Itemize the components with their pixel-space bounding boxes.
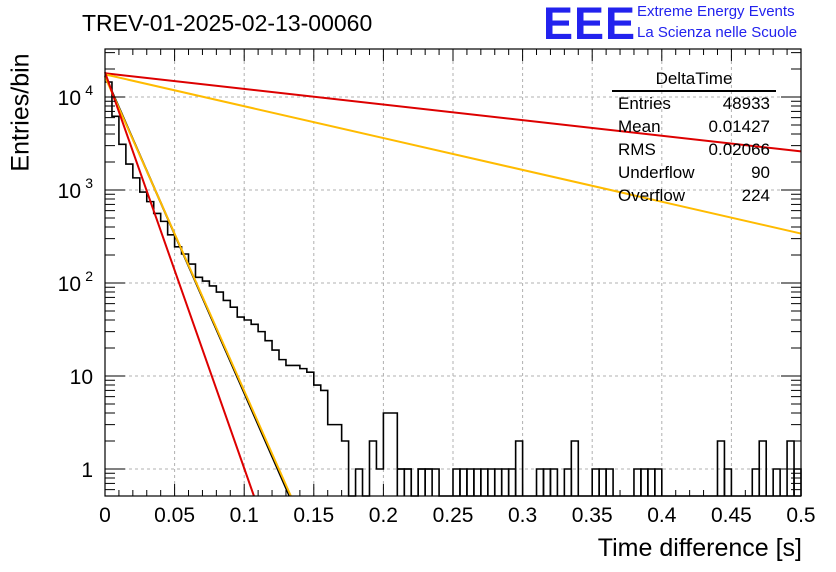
y-tick-label: 10 bbox=[58, 87, 81, 110]
x-tick-label: 0.5 bbox=[786, 504, 815, 527]
histogram-bin bbox=[535, 468, 545, 496]
histogram-bin bbox=[396, 468, 406, 496]
fit-line bbox=[104, 71, 255, 497]
histogram-bin bbox=[452, 468, 461, 496]
x-tick-label: 0.3 bbox=[508, 504, 537, 527]
stats-row: Underflow 90 bbox=[610, 161, 778, 184]
histogram-bin bbox=[563, 468, 573, 496]
histogram-bin bbox=[514, 440, 524, 496]
stats-value: 48933 bbox=[722, 94, 770, 113]
y-tick-exponent: 2 bbox=[85, 268, 93, 284]
stats-label: Entries bbox=[618, 94, 671, 113]
y-tick-exponent: 3 bbox=[85, 175, 93, 191]
histogram-bin bbox=[605, 468, 614, 496]
y-tick-label: 1 bbox=[81, 459, 93, 482]
stats-label: Underflow bbox=[618, 163, 695, 182]
x-tick-label: 0.1 bbox=[230, 504, 259, 527]
brand-line-2: La Scienza nelle Scuole bbox=[637, 24, 798, 41]
stats-label: Mean bbox=[618, 117, 661, 136]
x-tick-label: 0.05 bbox=[154, 504, 195, 527]
stats-label: Overflow bbox=[618, 186, 686, 205]
histogram-bin bbox=[424, 468, 433, 496]
x-axis-label: Time difference [s] bbox=[597, 534, 802, 562]
histogram-bin bbox=[549, 468, 559, 496]
x-axis-ticks: 0 0.05 0.1 0.15 0.2 0.25 0.3 0.35 0.4 0.45 0.5 bbox=[99, 49, 816, 527]
histogram-bin bbox=[570, 440, 580, 496]
y-tick-label: 10 bbox=[58, 273, 81, 296]
histogram-bin bbox=[591, 468, 600, 496]
stats-value: 224 bbox=[741, 186, 770, 205]
histogram-bin bbox=[542, 468, 552, 496]
histogram-bin bbox=[466, 468, 475, 496]
stats-value: 0.02066 bbox=[708, 140, 770, 159]
stats-box: DeltaTime Entries 48933 Mean 0.01427 RMS 0.… bbox=[610, 69, 778, 207]
histogram-bin bbox=[772, 468, 781, 496]
histogram-bin bbox=[480, 468, 489, 496]
histogram-bin bbox=[473, 468, 482, 496]
x-tick-label: 0.45 bbox=[711, 504, 752, 527]
histogram-bin bbox=[487, 468, 496, 496]
stats-title: DeltaTime bbox=[612, 69, 776, 92]
fit-line bbox=[104, 73, 802, 235]
grid-lines bbox=[105, 49, 801, 496]
histogram-bin bbox=[459, 468, 468, 496]
histogram-bin bbox=[403, 468, 413, 496]
stats-row: Entries 48933 bbox=[610, 92, 778, 115]
x-tick-label: 0.4 bbox=[647, 504, 677, 527]
fit-line bbox=[104, 76, 292, 497]
x-tick-label: 0.2 bbox=[369, 504, 398, 527]
fit-line bbox=[104, 72, 802, 153]
stats-value: 90 bbox=[751, 163, 770, 182]
y-tick-label: 10 bbox=[58, 180, 81, 203]
histogram-bin bbox=[647, 468, 656, 496]
stats-row: Overflow 224 bbox=[610, 184, 778, 207]
chart-title: TREV-01-2025-02-13-00060 bbox=[82, 10, 373, 36]
x-tick-label: 0.25 bbox=[433, 504, 474, 527]
histogram-bin bbox=[417, 468, 426, 496]
histogram-bin bbox=[654, 468, 663, 496]
histogram-bin bbox=[723, 468, 733, 496]
fit-lines bbox=[104, 71, 802, 497]
histogram-bin bbox=[758, 440, 767, 496]
histogram-bin bbox=[751, 468, 761, 496]
x-tick-label: 0 bbox=[99, 504, 111, 527]
stats-value: 0.01427 bbox=[708, 117, 770, 136]
histogram-bin bbox=[598, 468, 607, 496]
histogram-bin bbox=[500, 468, 510, 496]
histogram-bin bbox=[493, 468, 503, 496]
y-axis-label: Entries/bin bbox=[6, 53, 35, 172]
x-tick-label: 0.15 bbox=[293, 504, 334, 527]
histogram-bin bbox=[633, 468, 642, 496]
y-tick-label: 10 bbox=[70, 366, 93, 389]
stats-row: RMS 0.02066 bbox=[610, 138, 778, 161]
stats-label: RMS bbox=[618, 140, 656, 159]
eee-logo: EEE bbox=[543, 0, 637, 49]
x-tick-label: 0.35 bbox=[572, 504, 613, 527]
histogram-bin bbox=[507, 468, 517, 496]
brand-line-1: Extreme Energy Events bbox=[637, 3, 795, 20]
y-tick-exponent: 4 bbox=[85, 82, 93, 98]
stats-row: Mean 0.01427 bbox=[610, 115, 778, 138]
histogram-bin bbox=[640, 468, 649, 496]
